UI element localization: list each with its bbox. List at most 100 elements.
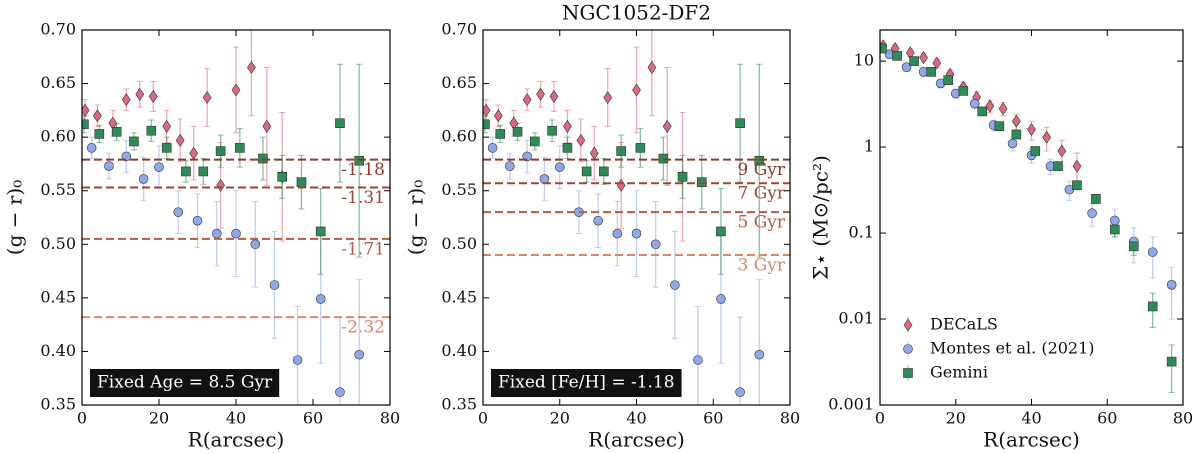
marker: [616, 178, 626, 192]
marker: [662, 119, 672, 133]
marker: [1147, 301, 1158, 312]
y-tick-label: 0.45: [441, 287, 477, 306]
marker: [985, 99, 995, 113]
y-tick-label: 0.35: [40, 395, 76, 414]
marker: [247, 60, 256, 75]
y-tick-label: 0.60: [40, 127, 76, 146]
marker: [547, 125, 557, 136]
legend-label: Montes et al. (2021): [930, 339, 1095, 358]
x-tick-label: 0: [478, 409, 488, 428]
marker: [1053, 161, 1063, 171]
marker: [94, 129, 105, 139]
reference-label: 5 Gyr: [737, 213, 785, 233]
marker: [1091, 194, 1101, 204]
marker: [632, 83, 641, 97]
box-label: Fixed [Fe/H] = -1.18: [498, 373, 675, 393]
marker: [1011, 129, 1022, 140]
marker: [998, 102, 1008, 116]
x-tick-label: 0: [875, 409, 885, 428]
marker: [1147, 247, 1158, 257]
marker: [1072, 159, 1082, 173]
marker: [82, 119, 89, 130]
label-box: [90, 369, 280, 397]
y-tick-label: 0.40: [441, 341, 477, 360]
marker: [892, 51, 902, 61]
marker: [1166, 280, 1177, 290]
marker: [250, 239, 261, 250]
marker: [670, 280, 680, 290]
marker: [539, 174, 550, 184]
x-tick-label: 20: [149, 409, 169, 428]
x-axis-label: R(arcsec): [188, 428, 285, 452]
marker: [716, 294, 726, 304]
y-tick-label: 0.35: [441, 395, 477, 414]
y-axis-label: (g − r)₀: [404, 180, 428, 255]
box-label: Fixed Age = 8.5 Gyr: [97, 373, 273, 393]
marker: [315, 226, 326, 237]
marker: [1042, 130, 1052, 144]
marker: [505, 161, 515, 171]
marker: [1072, 180, 1082, 191]
y-tick-label: 0.40: [40, 341, 76, 360]
marker: [549, 89, 559, 103]
marker: [86, 143, 97, 153]
marker: [269, 280, 280, 290]
marker: [483, 119, 490, 130]
y-tick-label: 0.001: [828, 395, 874, 414]
marker: [93, 109, 102, 123]
marker: [880, 43, 887, 54]
y-tick-label: 10: [854, 51, 874, 70]
y-tick-label: 0.55: [441, 180, 477, 199]
marker: [647, 60, 657, 75]
marker: [696, 177, 707, 187]
y-tick-label: 0.70: [40, 20, 76, 39]
marker: [173, 207, 184, 217]
reference-label: -1.71: [341, 239, 385, 259]
marker: [1027, 122, 1036, 137]
marker: [616, 146, 626, 156]
y-tick-label: 0.50: [441, 234, 477, 253]
marker: [216, 178, 225, 192]
marker: [576, 133, 586, 147]
marker: [677, 171, 688, 182]
marker: [903, 344, 913, 354]
reference-label: 9 Gyr: [737, 160, 785, 180]
y-tick-label: 0.01: [838, 309, 874, 328]
marker: [111, 126, 122, 137]
y-tick-label: 0.70: [441, 20, 477, 39]
marker: [262, 119, 272, 133]
y-tick-label: 0.55: [40, 180, 76, 199]
marker: [135, 87, 145, 101]
marker: [735, 118, 745, 129]
marker: [211, 228, 222, 239]
marker: [121, 93, 131, 107]
marker: [1011, 114, 1021, 128]
marker: [146, 125, 157, 136]
reference-label: -1.31: [341, 188, 385, 208]
marker: [716, 226, 726, 237]
marker: [658, 153, 669, 164]
marker: [903, 318, 913, 332]
marker: [231, 228, 241, 239]
marker: [1166, 356, 1177, 367]
marker: [104, 161, 114, 171]
y-tick-label: 0.45: [40, 287, 76, 306]
marker: [1128, 241, 1139, 252]
y-tick-label: 0.65: [441, 73, 477, 92]
marker: [693, 355, 703, 365]
marker: [901, 62, 912, 72]
marker: [754, 349, 765, 360]
marker: [129, 136, 139, 147]
marker: [635, 143, 646, 153]
y-axis-label: Σ⋆ (M⊙/pc²): [809, 155, 833, 280]
marker: [735, 387, 745, 397]
marker: [1087, 208, 1097, 219]
marker: [1110, 215, 1120, 226]
marker: [487, 143, 498, 153]
y-axis-label: (g − r)₀: [3, 180, 27, 255]
marker: [903, 368, 913, 378]
marker: [554, 162, 565, 172]
marker: [148, 89, 158, 103]
reference-label: 7 Gyr: [737, 184, 785, 204]
axes-frame: [482, 29, 791, 406]
